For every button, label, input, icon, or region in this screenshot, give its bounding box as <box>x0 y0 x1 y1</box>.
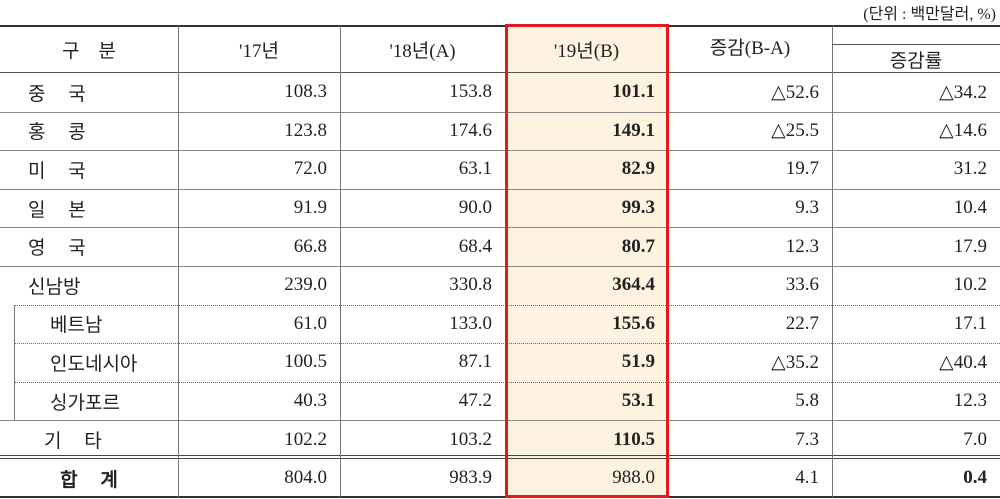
rule <box>0 458 1000 459</box>
table-cell: △25.5 <box>771 120 819 142</box>
column-rule <box>340 26 341 497</box>
table-cell: 983.9 <box>449 467 492 488</box>
table-cell: 베트남 <box>50 315 103 337</box>
table-cell: 133.0 <box>449 312 492 334</box>
table-cell: 239.0 <box>284 274 327 296</box>
table-cell: 101.1 <box>612 81 655 103</box>
table-cell: 90.0 <box>458 197 492 219</box>
header-cell: '17년 <box>239 41 279 62</box>
table-cell: 100.5 <box>284 351 327 373</box>
table-cell: △52.6 <box>771 81 819 103</box>
rule <box>0 72 1000 73</box>
rule <box>0 455 1000 456</box>
rule <box>0 227 1000 229</box>
table-cell: 149.1 <box>612 119 655 141</box>
table-cell: 102.2 <box>284 428 327 450</box>
header-cell: 증감(B-A) <box>709 37 791 59</box>
table-cell: 53.1 <box>621 390 655 412</box>
table-cell: 66.8 <box>293 235 327 257</box>
table-cell: 미 국 <box>28 160 86 182</box>
header-cell: '19년(B) <box>553 41 620 62</box>
table-cell: 합 계 <box>60 469 118 491</box>
table-cell: △14.6 <box>939 120 987 142</box>
table-cell: 기 타 <box>44 431 102 453</box>
table-cell: 10.2 <box>953 274 987 296</box>
table-cell: 988.0 <box>612 467 655 488</box>
table-cell: 0.4 <box>963 467 987 488</box>
table-cell: 61.0 <box>293 312 327 334</box>
table-cell: 47.2 <box>458 390 492 412</box>
table-cell: 330.8 <box>449 274 492 296</box>
rule <box>0 111 1000 113</box>
table-cell: 82.9 <box>621 158 655 180</box>
header-cell: '18년(A) <box>389 41 456 62</box>
table-cell: 31.2 <box>953 158 987 180</box>
sub-row-rule <box>14 304 15 421</box>
table-cell: 51.9 <box>621 351 655 373</box>
rule <box>0 420 1000 422</box>
rule <box>0 25 1000 27</box>
table-cell: 68.4 <box>458 235 492 257</box>
table-cell: 중 국 <box>28 83 86 105</box>
rule <box>0 496 1000 498</box>
table-cell: 17.9 <box>953 235 987 257</box>
table-cell: 7.0 <box>963 428 987 450</box>
header-cell: 증감률 <box>889 50 943 72</box>
table-cell: △34.2 <box>939 81 987 103</box>
rule <box>0 188 1000 190</box>
table-cell: 63.1 <box>458 158 492 180</box>
column-rule <box>832 26 833 497</box>
table-cell: △35.2 <box>771 351 819 373</box>
table-cell: 91.9 <box>293 197 327 219</box>
table-cell: 홍 콩 <box>28 122 86 144</box>
table-cell: △40.4 <box>939 351 987 373</box>
table-cell: 7.3 <box>795 428 819 450</box>
table-cell: 110.5 <box>613 428 655 450</box>
table-cell: 일 본 <box>28 199 86 221</box>
highlight-column <box>505 26 668 497</box>
table-cell: 364.4 <box>612 274 655 296</box>
table-cell: 9.3 <box>795 197 819 219</box>
table-cell: 12.3 <box>785 235 819 257</box>
table-cell: 영 국 <box>28 238 86 260</box>
table-cell: 155.6 <box>612 312 655 334</box>
table-cell: 80.7 <box>621 235 655 257</box>
table-cell: 싱가포르 <box>50 392 120 414</box>
table-cell: 신남방 <box>28 276 81 298</box>
table-cell: 22.7 <box>785 312 819 334</box>
table-cell: 108.3 <box>284 81 327 103</box>
highlight-frame <box>505 24 669 498</box>
table-cell: 804.0 <box>284 467 327 488</box>
table-cell: 87.1 <box>458 351 492 373</box>
table-cell: 174.6 <box>449 119 492 141</box>
rule <box>0 266 1000 267</box>
unit-note: (단위 : 백만달러, %) <box>863 6 996 23</box>
table-cell: 103.2 <box>449 428 492 450</box>
table-cell: 33.6 <box>785 274 819 296</box>
table-cell: 72.0 <box>293 158 327 180</box>
table-cell: 12.3 <box>953 390 987 412</box>
rule <box>0 150 1000 152</box>
table-cell: 40.3 <box>293 390 327 412</box>
rate-header-rule <box>832 44 1000 45</box>
table-cell: 10.4 <box>953 197 987 219</box>
table-cell: 99.3 <box>621 197 655 219</box>
header-cell: 구 분 <box>62 41 116 62</box>
column-rule <box>178 26 179 497</box>
table-cell: 5.8 <box>795 390 819 412</box>
table-cell: 153.8 <box>449 81 492 103</box>
table-cell: 4.1 <box>795 467 819 488</box>
table-cell: 인도네시아 <box>50 353 138 375</box>
table-cell: 17.1 <box>953 312 987 334</box>
table-cell: 19.7 <box>785 158 819 180</box>
table-cell: 123.8 <box>284 119 327 141</box>
